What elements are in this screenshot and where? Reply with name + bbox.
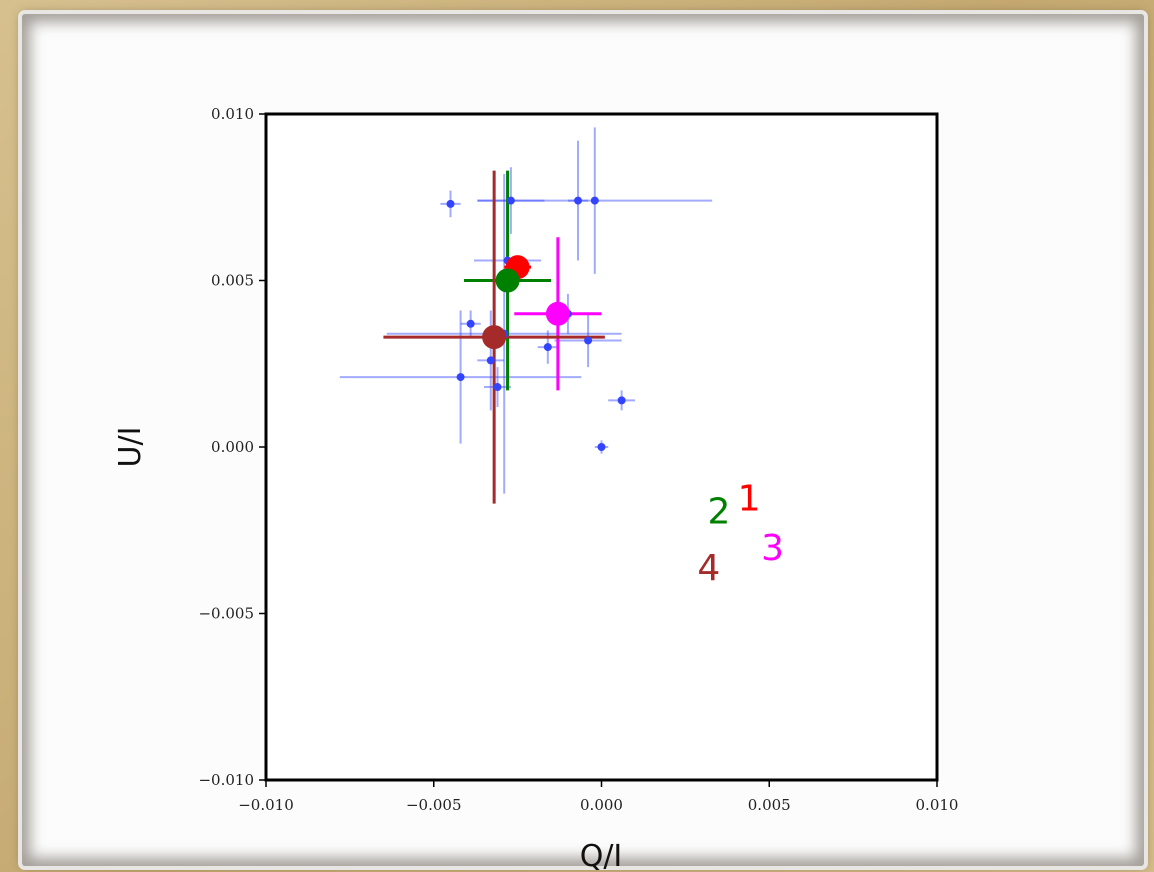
- data-point: [466, 319, 475, 328]
- annotation-3: 3: [761, 528, 784, 569]
- y-ticks: 0.010 0.005 0.000 −0.005 −0.010: [198, 105, 266, 789]
- annotation-2: 2: [707, 492, 730, 533]
- x-tick-label: 0.005: [748, 796, 791, 814]
- y-tick-label: 0.005: [211, 272, 254, 290]
- data-point: [543, 343, 552, 352]
- x-axis-label: Q/I: [580, 839, 623, 872]
- y-axis-label: U/I: [113, 427, 148, 468]
- data-point: [493, 383, 502, 392]
- data-point-2: [495, 268, 520, 293]
- y-tick-label: −0.005: [198, 605, 254, 623]
- data-point: [486, 356, 495, 365]
- data-point: [590, 196, 599, 205]
- data-point: [446, 199, 455, 208]
- x-tick-label: 0.010: [916, 796, 959, 814]
- data-point: [597, 443, 606, 451]
- y-tick-label: 0.010: [211, 105, 254, 123]
- data-point-3: [545, 301, 570, 326]
- annotation-1: 1: [738, 478, 761, 519]
- data-point: [574, 196, 583, 205]
- y-tick-label: −0.010: [198, 771, 254, 789]
- x-tick-label: 0.000: [580, 796, 623, 814]
- data-point: [456, 373, 465, 382]
- points-layer: [446, 196, 626, 451]
- x-tick-label: −0.005: [406, 796, 462, 814]
- x-ticks: −0.010 −0.005 0.000 0.005 0.010: [238, 780, 958, 814]
- data-point: [584, 336, 593, 345]
- data-point: [617, 396, 626, 405]
- y-tick-label: 0.000: [211, 438, 254, 456]
- data-point: [506, 196, 515, 205]
- annotation-4: 4: [697, 548, 720, 589]
- x-tick-label: −0.010: [238, 796, 294, 814]
- data-point-4: [482, 325, 507, 350]
